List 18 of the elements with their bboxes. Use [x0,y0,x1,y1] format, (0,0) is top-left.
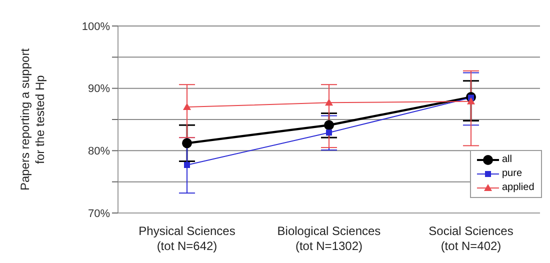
point [324,120,334,130]
y-tick-label: 70% [88,208,110,220]
point [326,130,332,136]
legend-label: pure [502,167,522,181]
y-tick-label: 80% [88,146,110,158]
point [182,138,192,148]
point [183,103,191,110]
y-axis-title: Papers reporting a support for the tested Hp [18,48,47,191]
x-tick-label: Social Sciences (tot N=402) [428,224,514,253]
x-tick-label: Biological Sciences (tot N=1302) [277,224,381,253]
legend-label: all [502,153,512,167]
point [325,98,333,106]
legend-label: applied [502,181,534,195]
y-tick-label: 90% [88,83,110,96]
point [184,162,190,168]
x-tick-label: Physical Sciences (tot N=642) [138,224,236,253]
y-tick-label: 100% [82,20,110,33]
point [467,97,475,104]
